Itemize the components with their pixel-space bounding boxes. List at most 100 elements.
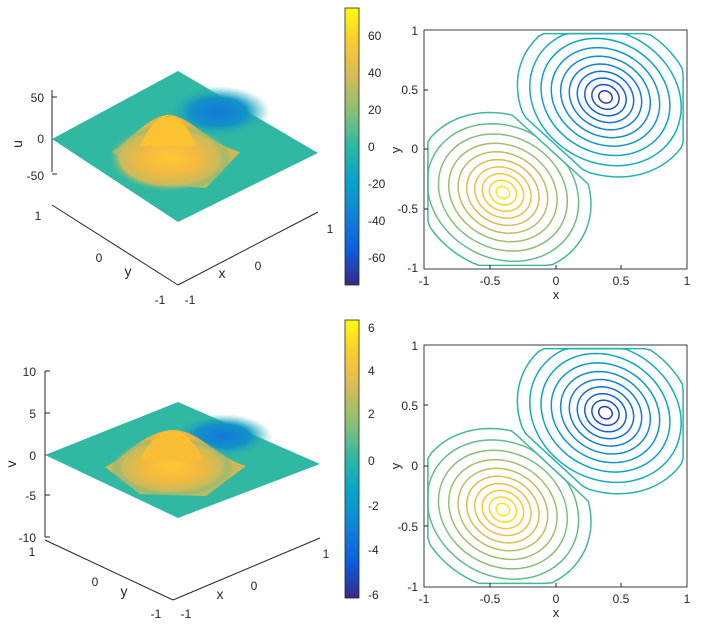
y-axis-label: y [388, 462, 403, 469]
contour-line [457, 467, 549, 552]
contour-line [584, 392, 627, 433]
y-tick-label: 1 [411, 24, 418, 38]
contour-line [559, 370, 652, 455]
contour-line [437, 133, 569, 252]
contour-line [427, 439, 580, 580]
x-axis-label: x [553, 287, 560, 302]
y-tick-label: 0.5 [401, 399, 418, 413]
x-tick-label: -1 [185, 293, 196, 307]
contour-line [447, 142, 558, 243]
surface-plot [52, 71, 318, 222]
colorbar-tick-label: 60 [368, 29, 382, 43]
contour-line [597, 405, 613, 420]
colorbar-tick-label: 4 [368, 364, 375, 378]
colorbar-tick-label: -60 [368, 251, 386, 265]
surface-plot [45, 402, 320, 518]
contour-line [481, 489, 525, 530]
contour-line [559, 55, 652, 139]
contour-line [495, 185, 511, 200]
contour-line [550, 46, 661, 147]
contour-panel-top: -1 -0.5 0 0.5 1 x 1 0.5 0 -0.5 -1 y [388, 24, 691, 302]
colorbar-tick-label: -2 [368, 499, 379, 513]
x-tick-label: 0 [255, 259, 262, 273]
z-tick-label: 10 [23, 365, 37, 379]
contour-line [473, 166, 532, 219]
y-axis-label: y [125, 263, 132, 279]
contour-line [540, 352, 671, 473]
x-tick-label: -0.5 [480, 592, 501, 606]
x-tick-label: 1 [327, 222, 334, 236]
x-axis-label: x [217, 586, 224, 602]
y-tick-label: 1 [29, 545, 36, 559]
x-tick-label: -0.5 [480, 274, 501, 288]
contour-line [465, 158, 540, 227]
x-tick-label: 1 [323, 547, 330, 561]
z-axis-label: v [3, 461, 19, 468]
y-tick-label: -0.5 [397, 202, 418, 216]
surface-panel-u: 50 0 -50 u 1 0 -1 y -1 0 1 x 60 40 20 0 … [9, 7, 386, 307]
z-tick-label: -50 [27, 169, 45, 183]
contour-line [488, 179, 518, 206]
x-tick-label: -1 [181, 607, 192, 621]
y-axis-label: y [388, 146, 403, 153]
contour-line [529, 32, 682, 167]
contour-panel-bottom: -1 -0.5 0 0.5 1 x 1 0.5 0 -0.5 -1 y [388, 339, 691, 620]
colorbar: 6 4 2 0 -2 -4 -6 [344, 319, 379, 602]
contour-line [550, 362, 661, 464]
contour-line [495, 502, 511, 517]
colorbar-tick-label: -20 [368, 177, 386, 191]
y-axis-label: y [121, 583, 128, 599]
y-tick-label: -1 [151, 607, 162, 621]
y-tick-label: -1 [407, 261, 418, 275]
z-tick-label: 0 [37, 132, 44, 146]
x-axis-label: x [553, 605, 560, 620]
contour-line [465, 475, 540, 544]
x-tick-label: -1 [419, 274, 430, 288]
z-tick-label: 50 [31, 91, 45, 105]
x-tick-label: 0 [251, 579, 258, 593]
contour-line [488, 496, 518, 523]
x-tick-label: 1 [684, 592, 691, 606]
z-tick-label: -10 [19, 531, 37, 545]
contour-line [427, 122, 580, 263]
contour-line [437, 449, 569, 570]
contour-line [540, 37, 671, 157]
colorbar-tick-label: 6 [368, 321, 375, 335]
y-tick-label: 1 [35, 209, 42, 223]
contour-line [591, 83, 620, 111]
y-tick-label: -1 [407, 580, 418, 594]
colorbar-tick-label: 40 [368, 66, 382, 80]
colorbar-tick-label: -4 [368, 543, 379, 557]
y-tick-label: -1 [155, 293, 166, 307]
contour-line [516, 347, 684, 495]
x-tick-label: -1 [419, 592, 430, 606]
z-axis-label: u [9, 140, 25, 148]
colorbar-tick-label: 2 [368, 407, 375, 421]
contour-lines [427, 347, 684, 585]
x-tick-label: 0.5 [613, 592, 630, 606]
contour-line [427, 111, 592, 267]
x-tick-label: 0 [553, 592, 560, 606]
contour-line [591, 399, 620, 427]
x-axis-label: x [219, 265, 226, 281]
contour-line [576, 386, 635, 440]
y-tick-label: 0 [411, 459, 418, 473]
contour-line [427, 427, 592, 585]
y-tick-label: -0.5 [397, 520, 418, 534]
colorbar-tick-label: -40 [368, 214, 386, 228]
x-tick-label: 0.5 [613, 274, 630, 288]
colorbar-tick-label: 20 [368, 103, 382, 117]
y-tick-label: 0 [411, 142, 418, 156]
contour-line [584, 77, 627, 117]
colorbar-tick-label: 0 [368, 454, 375, 468]
y-tick-label: 0.5 [401, 83, 418, 97]
contour-line [473, 482, 532, 537]
contour-line [529, 347, 682, 484]
contour-line [457, 151, 549, 235]
z-tick-label: 5 [29, 407, 36, 421]
colorbar: 60 40 20 0 -20 -40 -60 [344, 7, 386, 286]
colorbar-tick-label: -6 [368, 588, 379, 602]
contour-lines [427, 32, 684, 267]
z-tick-label: 0 [29, 449, 36, 463]
